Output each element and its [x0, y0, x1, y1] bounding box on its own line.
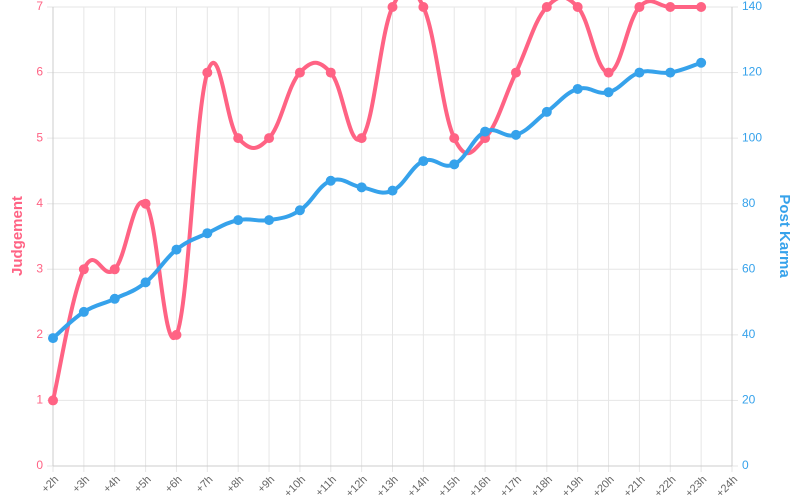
y-tick-label: 6 [36, 65, 43, 79]
data-point [541, 106, 552, 117]
data-point [449, 159, 460, 170]
x-tick-label: +17h [498, 474, 524, 500]
data-point [665, 2, 676, 12]
data-point [603, 67, 614, 78]
y2-tick-label: 60 [742, 261, 756, 275]
y-tick-label: 0 [36, 458, 43, 472]
data-point [634, 67, 645, 78]
x-tick-label: +15h [436, 474, 462, 500]
series-line [51, 0, 702, 401]
x-tick-label: +9h [256, 474, 278, 496]
data-point [78, 264, 89, 275]
y-tick-label: 3 [36, 261, 43, 275]
data-point [418, 2, 429, 12]
x-tick-label: +16h [467, 474, 493, 500]
data-point [325, 67, 336, 78]
data-point [418, 156, 429, 167]
y-axis-title: Judgement [9, 196, 26, 276]
y-tick-label: 7 [36, 0, 43, 13]
x-tick-label: +22h [652, 474, 678, 500]
y2-tick-label: 140 [742, 0, 762, 13]
data-point [449, 133, 460, 144]
data-point [294, 67, 305, 78]
data-point [264, 133, 275, 144]
data-point [572, 83, 583, 94]
data-point [202, 67, 213, 78]
data-point [634, 2, 645, 12]
y2-tick-label: 40 [742, 327, 756, 341]
x-tick-label: +24h [714, 474, 740, 500]
y2-tick-label: 0 [742, 458, 749, 472]
data-point [171, 329, 182, 340]
x-tick-label: +19h [560, 474, 586, 500]
x-tick-label: +2h [39, 474, 61, 496]
data-point [202, 228, 213, 239]
x-tick-label: +20h [591, 474, 617, 500]
data-point [78, 306, 89, 317]
y-tick-label: 4 [36, 196, 43, 210]
data-point [356, 133, 367, 144]
y2-tick-label: 120 [742, 65, 762, 79]
data-point [325, 175, 336, 186]
data-point [356, 182, 367, 193]
x-tick-label: +14h [406, 474, 432, 500]
data-point [140, 198, 151, 209]
data-point [171, 244, 182, 255]
data-point [665, 67, 676, 78]
series-line [51, 60, 702, 340]
x-tick-label: +21h [622, 474, 648, 500]
data-point [140, 277, 151, 288]
data-point [603, 87, 614, 98]
x-tick-label: +6h [163, 474, 185, 496]
data-point [510, 67, 521, 78]
data-point [109, 293, 120, 304]
y2-tick-label: 80 [742, 196, 756, 210]
x-tick-label: +13h [375, 474, 401, 500]
y2-tick-label: 100 [742, 130, 762, 144]
data-point [109, 264, 120, 275]
y-tick-label: 1 [36, 393, 43, 407]
data-point [480, 126, 491, 137]
data-point [48, 395, 58, 406]
x-tick-label: +23h [683, 474, 709, 500]
x-tick-label: +12h [344, 474, 370, 500]
y2-axis-title: Post Karma [776, 194, 793, 278]
x-tick-label: +11h [314, 474, 339, 499]
x-tick-label: +7h [194, 474, 216, 496]
data-point [48, 333, 58, 344]
y-tick-label: 5 [36, 130, 43, 144]
y-tick-label: 2 [36, 327, 43, 341]
data-point [233, 215, 244, 226]
data-point [541, 2, 552, 12]
data-point [696, 57, 707, 68]
data-point [233, 133, 244, 144]
y2-tick-label: 20 [742, 393, 756, 407]
x-tick-label: +5h [132, 474, 154, 496]
x-tick-label: +10h [282, 474, 308, 500]
data-point [294, 205, 305, 216]
x-tick-label: +8h [225, 474, 247, 496]
data-point [696, 2, 707, 12]
data-point [510, 129, 521, 140]
data-point [387, 2, 398, 12]
data-point [572, 2, 583, 12]
x-tick-label: +4h [101, 474, 123, 496]
data-point [264, 215, 275, 226]
data-point [387, 185, 398, 196]
x-tick-label: +18h [529, 474, 555, 500]
x-tick-label: +3h [70, 474, 92, 496]
